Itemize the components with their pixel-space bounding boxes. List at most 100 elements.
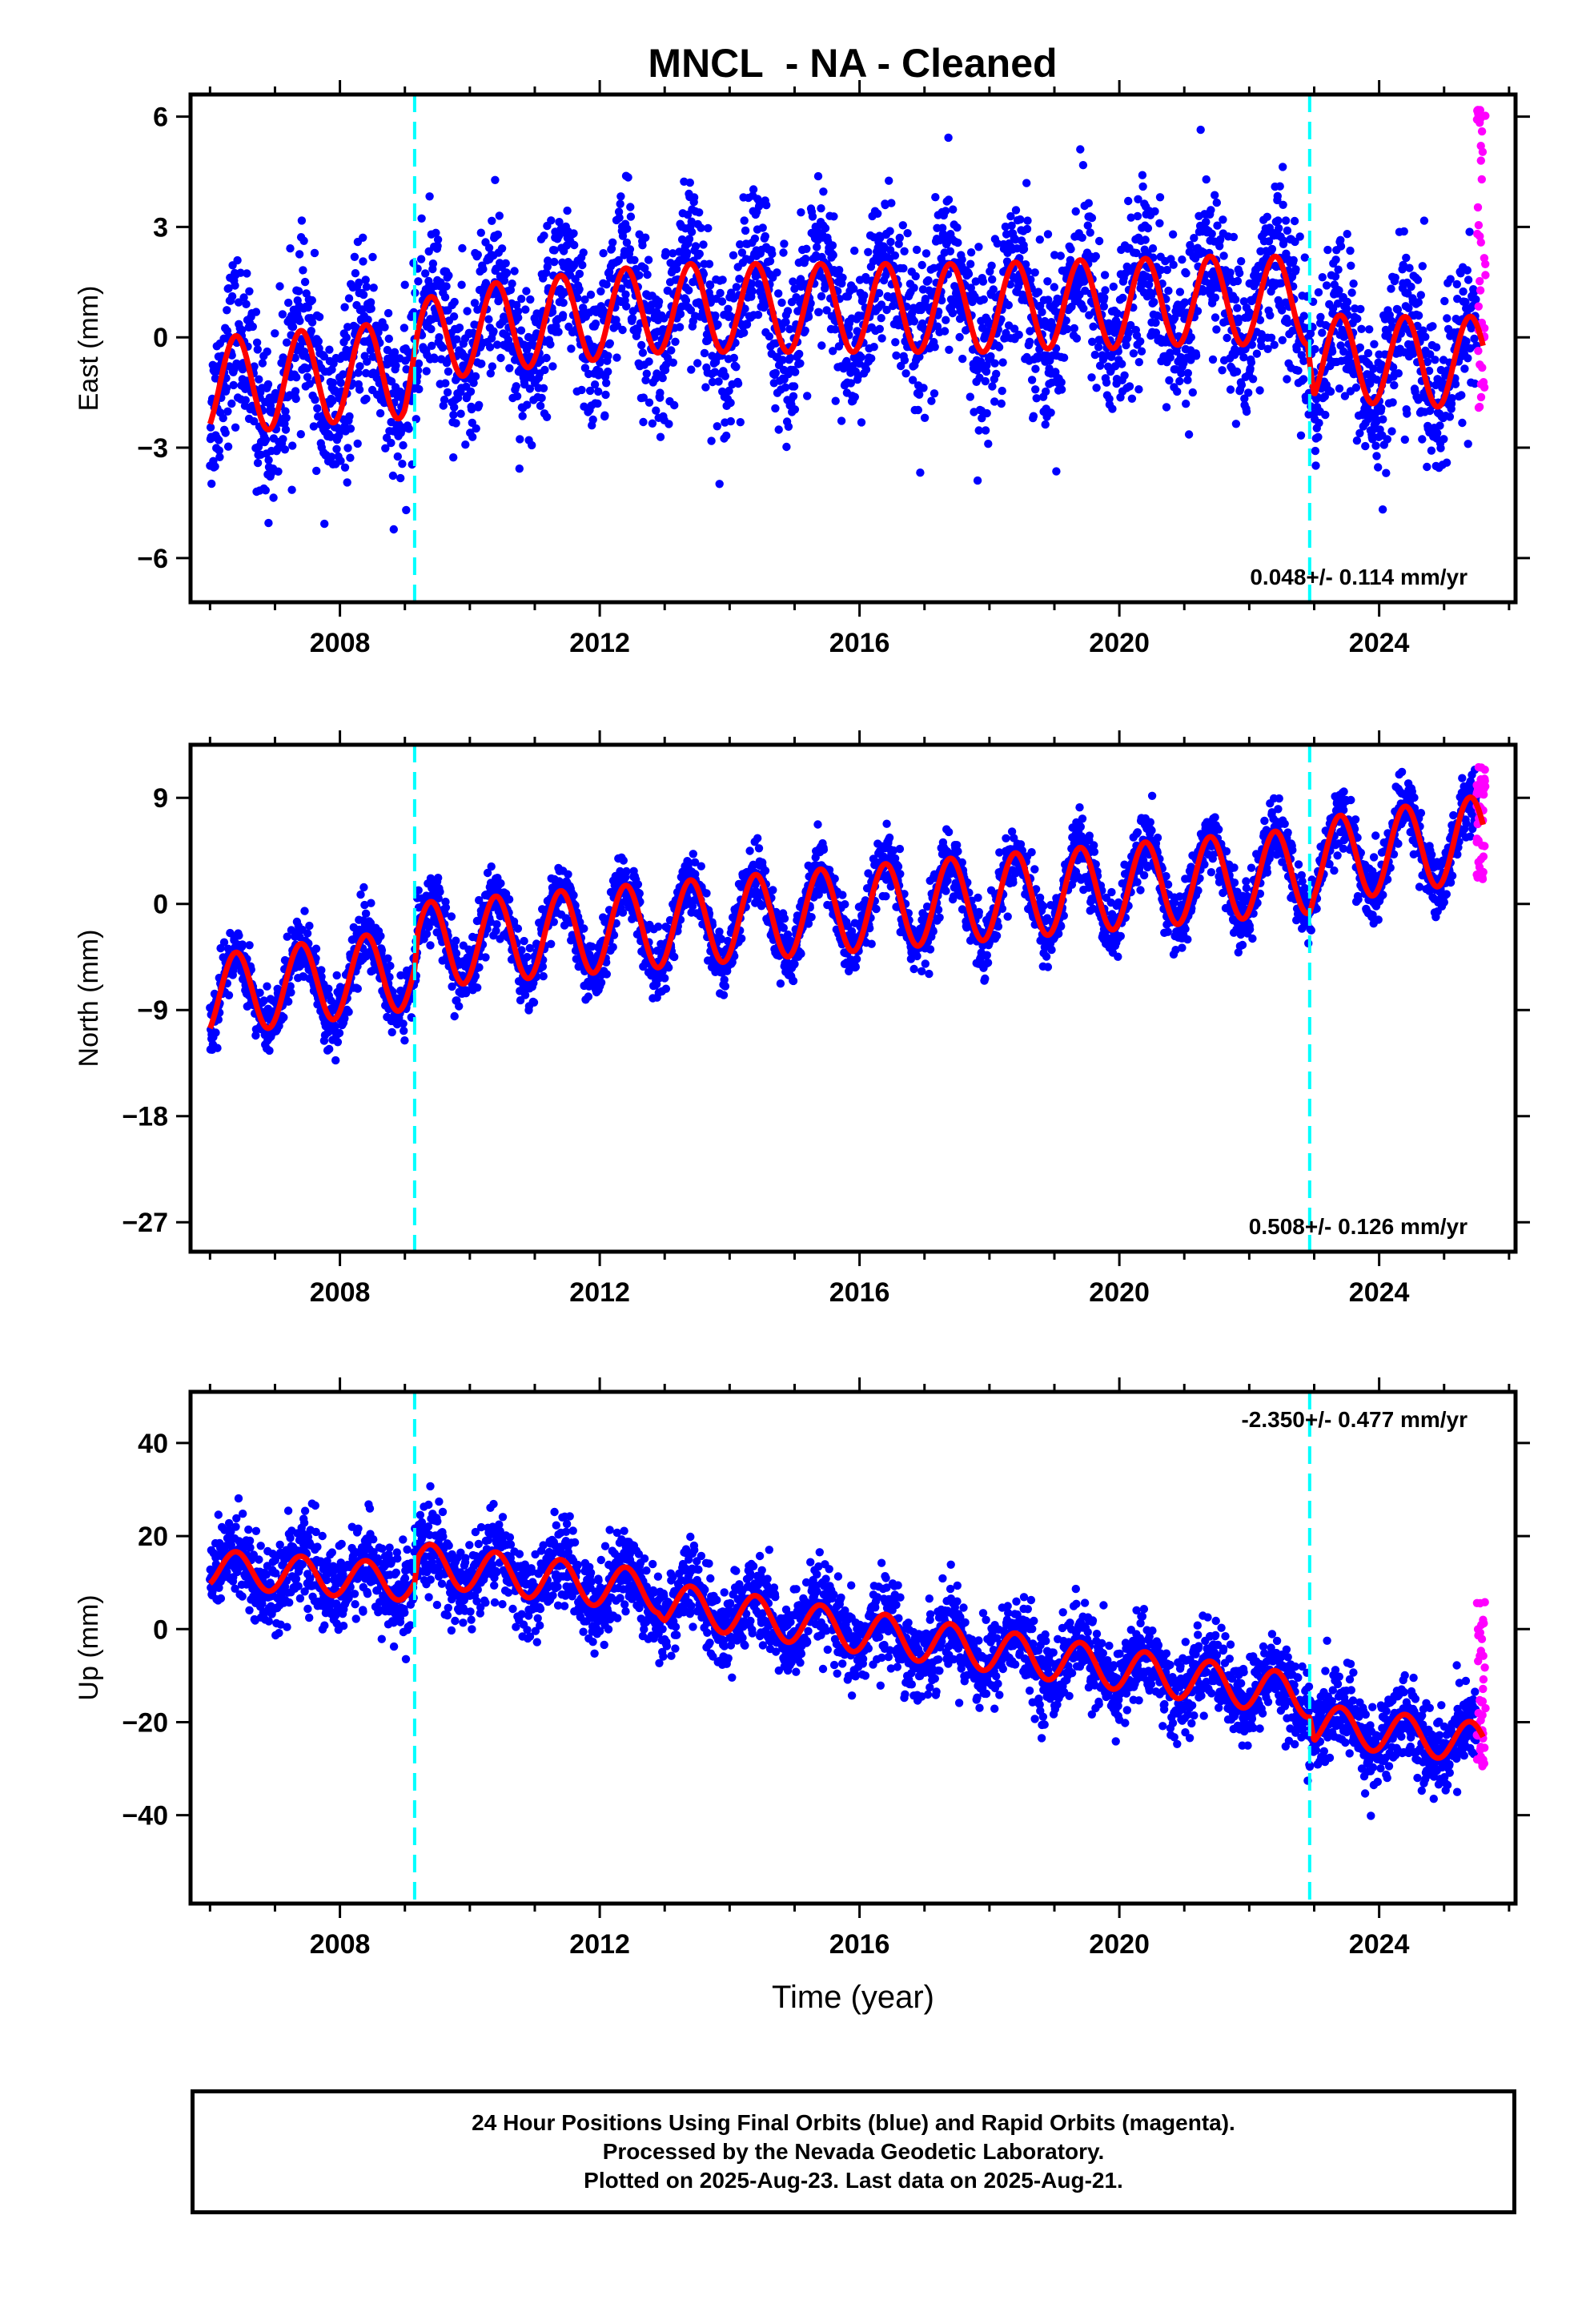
north-final-point: [235, 931, 243, 940]
east-final-point: [638, 241, 647, 250]
east-final-point: [1349, 279, 1358, 288]
east-final-point: [1460, 364, 1469, 373]
east-final-point: [885, 227, 894, 235]
east-final-point: [525, 384, 535, 393]
east-final-point: [336, 378, 345, 388]
east-final-point: [544, 256, 552, 265]
east-final-point: [974, 426, 983, 435]
east-final-point: [768, 249, 777, 259]
east-final-point: [916, 468, 925, 477]
east-final-point: [206, 423, 215, 432]
east-final-point: [1022, 179, 1031, 187]
north-final-point: [361, 909, 371, 919]
east-y-tick-label: −3: [137, 433, 168, 464]
north-final-point: [596, 978, 606, 987]
east-final-point: [1127, 394, 1137, 403]
east-final-point: [1283, 375, 1291, 384]
north-final-point: [213, 1043, 222, 1052]
east-final-point: [831, 396, 840, 405]
east-final-point: [1233, 276, 1243, 286]
east-final-point: [323, 421, 331, 431]
east-final-point: [1087, 373, 1096, 382]
east-final-point: [1175, 287, 1185, 296]
east-final-point: [1023, 216, 1032, 225]
east-final-point: [639, 417, 648, 427]
east-final-point: [1208, 355, 1218, 364]
east-final-point: [944, 195, 954, 204]
east-final-point: [215, 452, 224, 461]
east-final-point: [783, 307, 793, 316]
north-final-point: [622, 866, 631, 876]
east-rapid-point: [1476, 286, 1485, 295]
east-final-point: [355, 278, 363, 287]
east-final-point: [682, 248, 692, 257]
east-final-point: [363, 316, 372, 324]
east-final-point: [281, 407, 290, 416]
east-final-point: [661, 360, 671, 369]
east-final-point: [803, 392, 812, 400]
east-final-point: [924, 275, 933, 285]
east-x-tick-label: 2012: [569, 628, 630, 658]
east-final-point: [1340, 392, 1350, 400]
north-final-point: [580, 924, 588, 933]
east-final-point: [482, 280, 491, 289]
east-final-point: [516, 326, 526, 335]
east-final-point: [998, 358, 1007, 367]
east-final-point: [596, 358, 604, 367]
east-final-point: [801, 326, 809, 335]
east-final-point: [732, 363, 741, 372]
east-final-point: [1279, 200, 1287, 209]
east-final-point: [463, 307, 472, 316]
east-final-point: [1019, 244, 1029, 254]
east-final-point: [282, 338, 291, 347]
east-final-point: [1275, 182, 1284, 191]
east-final-point: [1031, 364, 1040, 373]
east-final-point: [1148, 244, 1158, 253]
east-final-point: [1177, 368, 1186, 378]
east-final-point: [281, 425, 291, 434]
east-final-point: [705, 259, 714, 268]
east-final-point: [1289, 255, 1298, 265]
east-final-point: [1457, 391, 1466, 400]
east-final-point: [512, 382, 520, 391]
east-final-point: [1291, 265, 1300, 274]
east-final-point: [291, 387, 300, 396]
east-final-point: [332, 444, 341, 453]
east-final-point: [994, 343, 1004, 352]
east-final-point: [864, 247, 873, 256]
east-final-point: [569, 229, 578, 238]
north-final-point: [263, 982, 271, 991]
east-final-point: [886, 237, 895, 247]
east-final-point: [1387, 284, 1395, 293]
east-final-point: [359, 257, 367, 266]
east-final-point: [1190, 234, 1199, 243]
east-final-point: [705, 281, 715, 290]
east-final-point: [885, 246, 895, 255]
east-final-point: [971, 277, 981, 286]
east-final-point: [477, 360, 486, 368]
east-final-point: [415, 384, 424, 394]
east-final-point: [900, 247, 909, 255]
east-final-point: [949, 205, 958, 214]
east-final-point: [765, 256, 775, 266]
east-final-point: [1314, 432, 1323, 441]
east-final-point: [516, 435, 524, 444]
east-final-point: [721, 372, 729, 380]
east-final-point: [733, 379, 743, 388]
east-final-point: [639, 393, 648, 402]
east-final-point: [1463, 266, 1472, 275]
east-final-point: [309, 422, 319, 431]
east-final-point: [546, 340, 555, 349]
east-final-point: [990, 359, 999, 368]
east-final-point: [368, 252, 377, 262]
east-y-tick-label: 0: [153, 323, 168, 353]
east-final-point: [1165, 376, 1174, 385]
east-final-point: [625, 245, 635, 254]
east-final-point: [383, 345, 392, 355]
east-final-point: [1246, 364, 1255, 373]
east-final-point: [433, 242, 442, 251]
east-final-point: [804, 312, 813, 321]
east-final-point: [894, 239, 903, 248]
east-final-point: [748, 287, 757, 296]
east-final-point: [966, 392, 975, 401]
